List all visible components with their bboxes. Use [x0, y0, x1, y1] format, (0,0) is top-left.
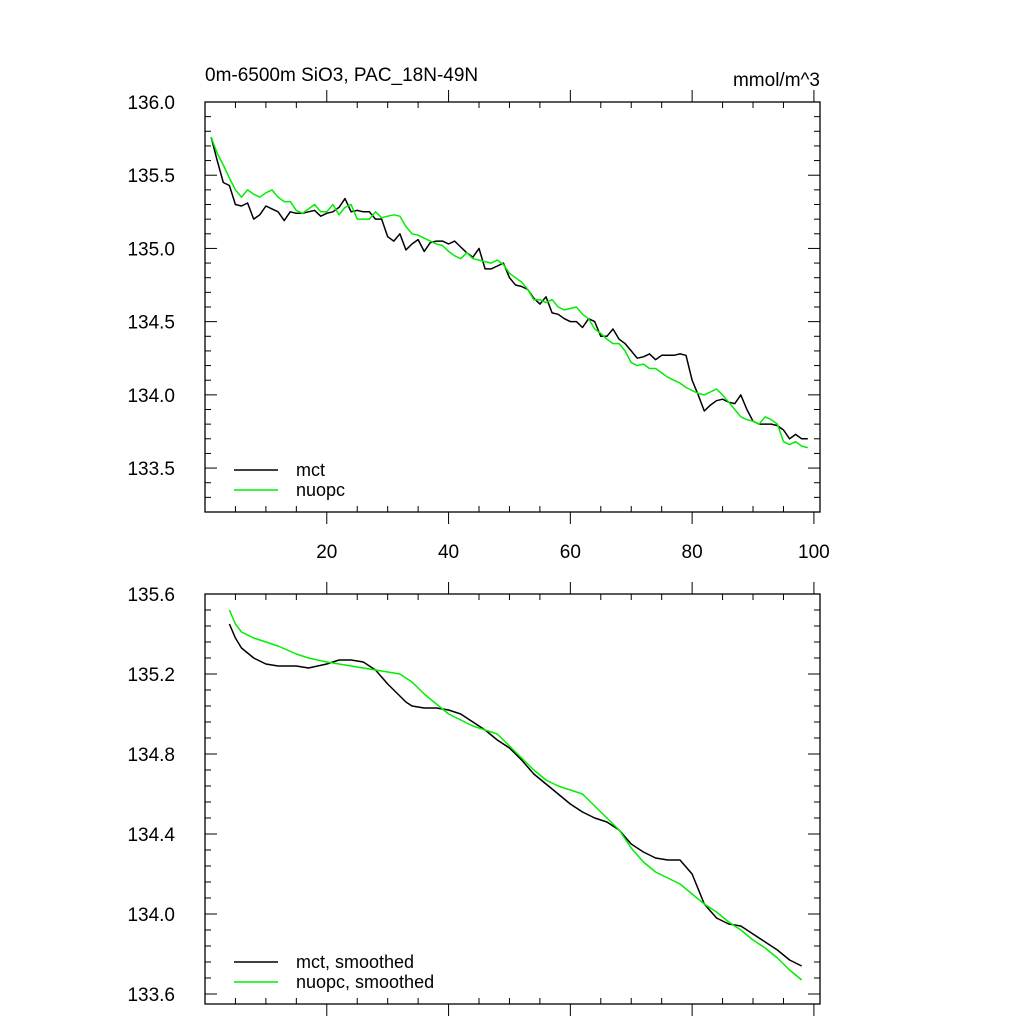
- x-tick-label: 100: [798, 542, 830, 563]
- bottom-plot-frame: [204, 593, 821, 1005]
- y-tick-label: 136.0: [127, 93, 175, 114]
- series-line-nuopc-smoothed: [228, 609, 803, 981]
- y-tick-label: 134.8: [127, 745, 175, 766]
- legend-nuopc-smoothed-label: nuopc, smoothed: [296, 972, 434, 992]
- y-tick-label: 134.0: [127, 905, 175, 926]
- y-tick-label: 135.2: [127, 665, 175, 686]
- top-legend: mct nuopc: [234, 460, 345, 500]
- series-line-mct-smoothed: [228, 623, 803, 967]
- bottom-x-ticks: [234, 582, 815, 1016]
- top-y-ticks: 133.5 134.0 134.5 135.0 135.5 136.0: [127, 93, 820, 513]
- series-line-nuopc: [210, 136, 808, 449]
- y-tick-label: 135.5: [127, 166, 175, 187]
- x-tick-label: 40: [438, 542, 459, 563]
- bottom-series: [228, 609, 803, 981]
- bottom-panel: 133.6 134.0 134.4 134.8 135.2 135.6 mct, smoo…: [127, 582, 821, 1016]
- y-tick-label: 133.5: [127, 459, 175, 480]
- y-tick-label: 133.6: [127, 985, 175, 1006]
- y-tick-label: 134.4: [127, 825, 175, 846]
- legend-mct-label: mct: [296, 460, 325, 480]
- series-line-mct: [210, 136, 808, 440]
- y-tick-label: 135.6: [127, 585, 175, 606]
- x-tick-label: 20: [316, 542, 337, 563]
- top-plot-frame: [204, 101, 821, 513]
- top-units: mmol/m^3: [733, 70, 820, 91]
- y-tick-label: 135.0: [127, 239, 175, 260]
- top-panel: 0m-6500m SiO3, PAC_18N-49N mmol/m^3 133.…: [127, 65, 829, 563]
- y-tick-label: 134.5: [127, 313, 175, 334]
- y-tick-label: 134.0: [127, 386, 175, 407]
- legend-mct-smoothed-label: mct, smoothed: [296, 952, 414, 972]
- legend-nuopc-label: nuopc: [296, 480, 345, 500]
- top-title: 0m-6500m SiO3, PAC_18N-49N: [205, 65, 478, 86]
- bottom-y-ticks: 133.6 134.0 134.4 134.8 135.2 135.6: [127, 585, 820, 1006]
- x-tick-label: 80: [682, 542, 703, 563]
- bottom-legend: mct, smoothed nuopc, smoothed: [234, 952, 434, 992]
- x-tick-label: 60: [560, 542, 581, 563]
- top-series: [210, 136, 808, 449]
- top-x-ticks: 20 40 60 80 100: [234, 90, 830, 563]
